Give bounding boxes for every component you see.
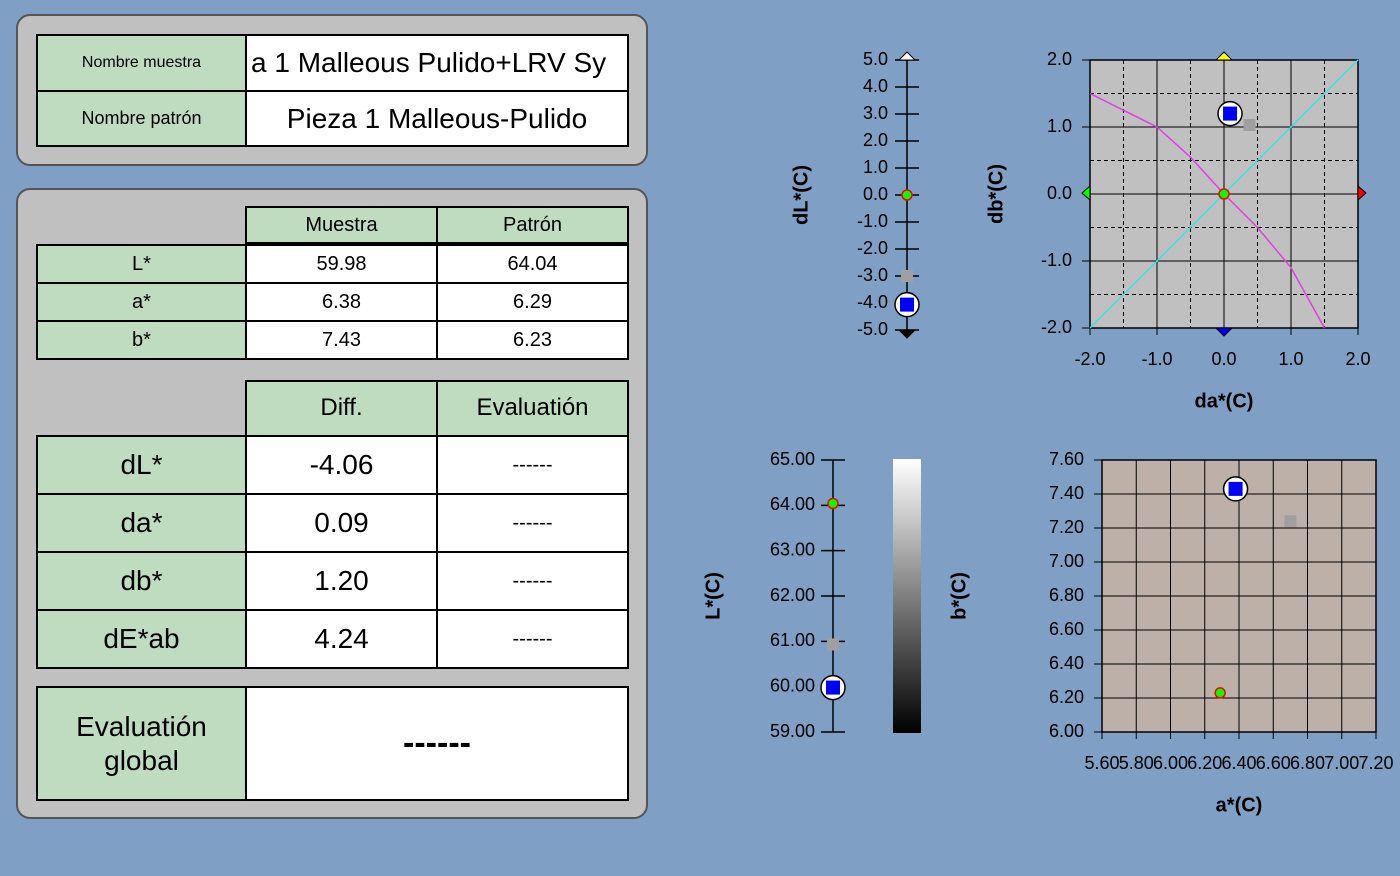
point: [826, 680, 840, 695]
indicator: [1357, 184, 1367, 202]
x-axis-title: da*(C): [1195, 390, 1254, 412]
x-tick-label: 6.00: [1153, 753, 1188, 773]
value-cell: ------: [436, 551, 629, 611]
point: [1228, 481, 1243, 496]
x-tick-label: 6.60: [1256, 753, 1291, 773]
value-cell: ------: [245, 686, 629, 801]
y-tick-label: 7.60: [1049, 449, 1084, 469]
x-tick-label: 7.20: [1358, 753, 1393, 773]
y-tick-label: 7.00: [1049, 551, 1084, 571]
y-tick-label: 0.0: [863, 184, 888, 204]
y-tick-label: 6.60: [1049, 619, 1084, 639]
point: [1223, 106, 1238, 121]
point: [901, 189, 913, 201]
x-tick-label: 5.60: [1084, 753, 1119, 773]
y-axis-title: db*(C): [985, 164, 1007, 224]
indicator: [1214, 327, 1234, 337]
y-tick-label: 63.00: [770, 539, 815, 559]
x-tick-label: 5.80: [1119, 753, 1154, 773]
point: [901, 270, 913, 282]
indicator: [897, 51, 917, 61]
y-tick-label: 2.0: [863, 130, 888, 150]
y-tick-label: 2.0: [1047, 49, 1072, 69]
value-cell: Pieza 1 Malleous-Pulido: [245, 90, 629, 147]
y-axis-title: b*(C): [948, 572, 970, 620]
indicators: [897, 51, 1367, 339]
point: [1284, 515, 1297, 528]
value-cell: ------: [436, 609, 629, 669]
x-tick-label: 7.00: [1324, 753, 1359, 773]
y-tick-label: 64.00: [770, 494, 815, 514]
value-cell: ------: [436, 493, 629, 553]
indicator: [1081, 184, 1091, 202]
row-header: db*: [36, 551, 247, 611]
column-header: Patrón: [436, 206, 629, 244]
row-header: Evaluatión global: [36, 686, 247, 801]
y-tick-label: 7.20: [1049, 517, 1084, 537]
x-tick-label: 0.0: [1211, 349, 1236, 369]
y-tick-label: -5.0: [857, 319, 888, 339]
y-tick-label: 6.40: [1049, 653, 1084, 673]
y-tick-label: 62.00: [770, 585, 815, 605]
y-tick-label: 60.00: [770, 675, 815, 695]
y-tick-label: 61.00: [770, 630, 815, 650]
y-tick-label: 6.00: [1049, 721, 1084, 741]
value-cell: 6.38: [245, 282, 438, 322]
row-header: b*: [36, 320, 247, 360]
value-cell: 59.98: [245, 244, 438, 284]
y-tick-label: -2.0: [857, 238, 888, 258]
point: [1218, 188, 1230, 200]
point: [827, 497, 839, 510]
x-tick-label: 1.0: [1278, 349, 1303, 369]
x-tick-label: -2.0: [1074, 349, 1105, 369]
lightness-gradient: [893, 459, 921, 733]
point: [900, 297, 914, 312]
y-tick-label: -4.0: [857, 292, 888, 312]
y-tick-label: 1.0: [863, 157, 888, 177]
value-cell: 6.23: [436, 320, 629, 360]
x-tick-label: -1.0: [1141, 349, 1172, 369]
x-axis-title: a*(C): [1216, 794, 1263, 816]
y-tick-label: -2.0: [1041, 317, 1072, 337]
y-tick-label: 5.0: [863, 49, 888, 69]
point: [827, 638, 839, 651]
y-tick-label: 65.00: [770, 449, 815, 469]
value-cell: -4.06: [245, 435, 438, 495]
y-axis-title: dL*(C): [790, 165, 812, 225]
y-tick-label: 6.80: [1049, 585, 1084, 605]
indicator: [1214, 51, 1234, 61]
y-tick-label: -1.0: [1041, 250, 1072, 270]
point: [1243, 118, 1256, 131]
y-tick-label: 6.20: [1049, 687, 1084, 707]
x-tick-label: 6.20: [1187, 753, 1222, 773]
row-header: dE*ab: [36, 609, 247, 669]
x-tick-label: 6.40: [1221, 753, 1256, 773]
indicator: [897, 329, 917, 339]
y-tick-label: 1.0: [1047, 116, 1072, 136]
y-tick-label: -1.0: [857, 211, 888, 231]
value-cell: 7.43: [245, 320, 438, 360]
y-tick-label: 59.00: [770, 721, 815, 741]
y-tick-label: -3.0: [857, 265, 888, 285]
y-tick-label: 0.0: [1047, 183, 1072, 203]
y-tick-label: 7.40: [1049, 483, 1084, 503]
x-tick-label: 2.0: [1345, 349, 1370, 369]
y-tick-label: 4.0: [863, 76, 888, 96]
point: [1214, 687, 1226, 699]
label-cell: Nombre patrón: [36, 90, 247, 147]
value-cell: 4.24: [245, 609, 438, 669]
column-header: Diff.: [245, 380, 438, 437]
y-tick-label: 3.0: [863, 103, 888, 123]
value-cell: a 1 Malleous Pulido+LRV Sy: [245, 34, 629, 92]
x-tick-label: 6.80: [1290, 753, 1325, 773]
y-axis-title: L*(C): [702, 572, 724, 620]
